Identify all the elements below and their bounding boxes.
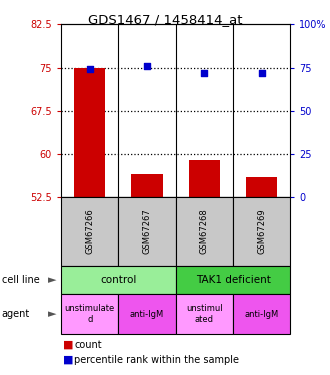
Text: count: count bbox=[74, 340, 102, 350]
Bar bbox=[74, 68, 106, 197]
Bar bbox=[189, 159, 220, 197]
Text: GDS1467 / 1458414_at: GDS1467 / 1458414_at bbox=[88, 13, 242, 26]
Text: GSM67267: GSM67267 bbox=[143, 209, 151, 255]
Text: TAK1 deficient: TAK1 deficient bbox=[196, 275, 271, 285]
Point bbox=[259, 70, 264, 76]
Point bbox=[145, 63, 150, 69]
Text: GSM67268: GSM67268 bbox=[200, 209, 209, 255]
Point bbox=[87, 66, 92, 72]
Text: GSM67269: GSM67269 bbox=[257, 209, 266, 254]
Bar bbox=[131, 174, 163, 197]
Text: ►: ► bbox=[48, 275, 56, 285]
Text: unstimul
ated: unstimul ated bbox=[186, 304, 223, 324]
Text: ■: ■ bbox=[63, 340, 73, 350]
Text: control: control bbox=[100, 275, 137, 285]
Text: anti-IgM: anti-IgM bbox=[130, 310, 164, 319]
Text: GSM67266: GSM67266 bbox=[85, 209, 94, 255]
Text: cell line: cell line bbox=[2, 275, 39, 285]
Text: percentile rank within the sample: percentile rank within the sample bbox=[74, 355, 239, 365]
Text: anti-IgM: anti-IgM bbox=[245, 310, 279, 319]
Text: agent: agent bbox=[2, 309, 30, 319]
Bar bbox=[246, 177, 278, 197]
Text: ■: ■ bbox=[63, 355, 73, 365]
Point bbox=[202, 70, 207, 76]
Text: ►: ► bbox=[48, 309, 56, 319]
Text: unstimulate
d: unstimulate d bbox=[65, 304, 115, 324]
